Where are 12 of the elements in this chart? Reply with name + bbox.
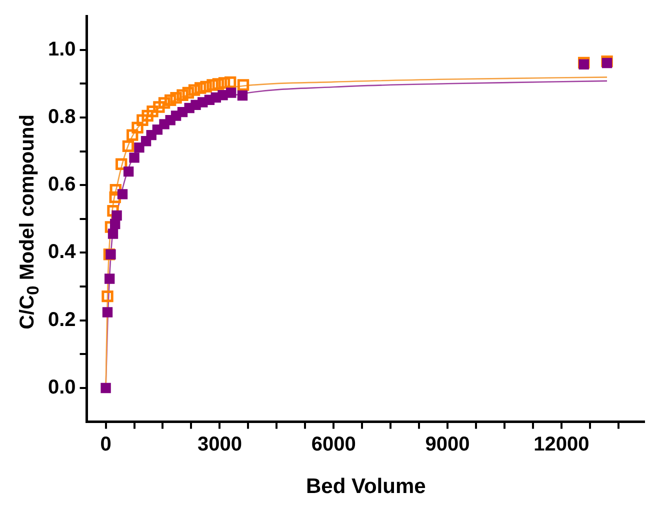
x-tick-label: 12000 (534, 433, 590, 456)
y-tick-label: 0.0 (48, 376, 76, 398)
x-tick-label: 9000 (425, 433, 470, 456)
x-tick-label: 0 (100, 433, 112, 456)
x-axis-title: Bed Volume (306, 475, 426, 498)
y-tick-label: 1.0 (48, 38, 76, 60)
x-tick-label: 6000 (311, 433, 356, 456)
y-tick-label: 0.2 (48, 308, 76, 331)
x-tick-label: 3000 (197, 433, 242, 456)
y-tick-label: 0.8 (48, 106, 76, 128)
y-tick-label: 0.6 (48, 174, 76, 196)
y-tick-label: 0.4 (48, 241, 77, 264)
